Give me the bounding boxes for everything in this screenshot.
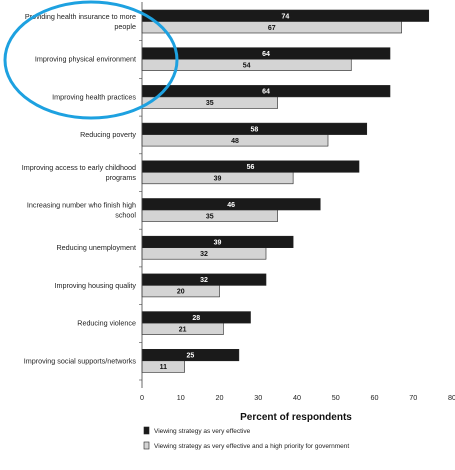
x-tick-label-0: 0: [140, 393, 144, 402]
value-label-s2-0: 67: [268, 25, 276, 32]
value-label-s2-5: 35: [206, 213, 214, 220]
value-label-s1-7: 32: [200, 277, 208, 284]
category-label-7: Improving housing quality: [54, 281, 136, 290]
value-label-s2-6: 32: [200, 251, 208, 258]
category-label-2: Improving health practices: [52, 92, 136, 101]
highlight-ellipse: [3, 0, 179, 120]
value-label-s2-3: 48: [231, 138, 239, 145]
value-label-s2-1: 54: [243, 62, 251, 69]
value-label-s1-3: 58: [250, 126, 258, 133]
category-labels: Providing health insurance to morepeople…: [22, 12, 137, 365]
x-tick-label-8: 80: [448, 393, 455, 402]
x-axis-title: Percent of respondents: [240, 412, 352, 423]
value-label-s1-2: 64: [262, 89, 270, 96]
x-tick-label-2: 20: [216, 393, 224, 402]
legend: Viewing strategy as very effective Viewin…: [143, 426, 349, 450]
legend-swatch-1: [143, 426, 150, 435]
category-label-4-line1: programs: [106, 173, 137, 182]
value-label-s1-8: 28: [192, 315, 200, 322]
value-label-s2-2: 35: [206, 100, 214, 107]
category-label-3: Reducing poverty: [80, 130, 136, 139]
value-label-s2-9: 11: [160, 364, 168, 371]
category-label-6: Reducing unemployment: [56, 243, 136, 252]
value-label-s1-5: 46: [227, 202, 235, 209]
category-label-1: Improving physical environment: [35, 55, 136, 64]
x-tick-label-3: 30: [254, 393, 262, 402]
category-label-5-line0: Increasing number who finish high: [27, 201, 136, 210]
x-axis: 0 10 20 30 40 50 60 70 80: [139, 2, 455, 402]
x-tick-label-7: 70: [409, 393, 417, 402]
value-label-s2-8: 21: [179, 326, 187, 333]
x-tick-label-4: 40: [293, 393, 301, 402]
category-label-5-line1: school: [115, 211, 136, 220]
value-label-s1-9: 25: [187, 353, 195, 360]
value-label-s1-1: 64: [262, 51, 270, 58]
x-tick-label-5: 50: [332, 393, 340, 402]
category-label-9: Improving social supports/networks: [24, 356, 137, 365]
value-label-s2-4: 39: [214, 176, 222, 183]
category-label-0-line0: Providing health insurance to more: [25, 12, 136, 21]
value-label-s1-4: 56: [247, 164, 255, 171]
x-tick-label-6: 60: [371, 393, 379, 402]
value-label-s2-7: 20: [177, 289, 185, 296]
value-label-s1-6: 39: [214, 239, 222, 246]
legend-swatch-2: [143, 441, 150, 450]
value-label-s1-0: 74: [281, 13, 289, 20]
category-label-4-line0: Improving access to early childhood: [22, 163, 136, 172]
bars-layer: 74 67 64 54 64 35 58 48 56 39 46 35 39 32 32 20 28 21 25 11: [141, 9, 430, 373]
legend-label-1: Viewing strategy as very effective: [154, 428, 251, 435]
category-label-0-line1: people: [114, 22, 136, 31]
category-label-8: Reducing violence: [77, 319, 136, 328]
x-tick-label-1: 10: [177, 393, 185, 402]
legend-label-2: Viewing strategy as very effective and a…: [154, 443, 349, 450]
